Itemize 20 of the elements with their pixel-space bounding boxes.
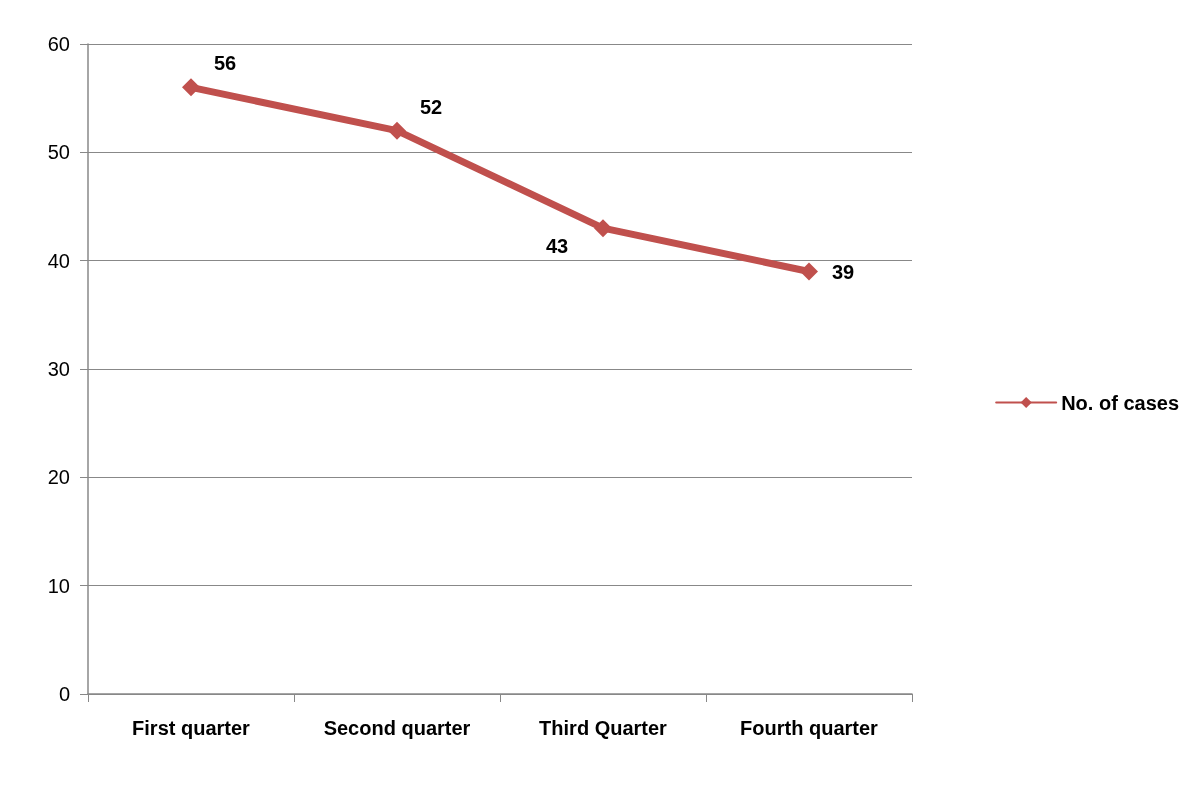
data-label: 43 — [546, 235, 569, 258]
y-tick-label: 10 — [47, 574, 70, 597]
y-tick-label: 0 — [58, 683, 70, 705]
point — [388, 121, 406, 140]
x-tick-label: Fourth quarter — [740, 717, 879, 739]
y-tick-label: 40 — [47, 249, 70, 272]
point — [182, 78, 200, 97]
x-tick-label: First quarter — [132, 717, 251, 739]
legend-label: No. of cases — [1061, 391, 1180, 414]
x-tick-label: Second quarter — [323, 717, 471, 739]
point — [594, 219, 612, 238]
point — [800, 262, 818, 281]
y-tick-label: 30 — [47, 358, 70, 380]
data-label: 52 — [420, 95, 443, 118]
y-tick-label: 20 — [47, 466, 70, 489]
data-label: 56 — [214, 52, 237, 75]
y-tick-label: 50 — [47, 141, 70, 164]
x-tick-label: Third Quarter — [539, 717, 668, 739]
data-label: 39 — [832, 260, 855, 283]
y-tick-label: 60 — [47, 33, 70, 55]
